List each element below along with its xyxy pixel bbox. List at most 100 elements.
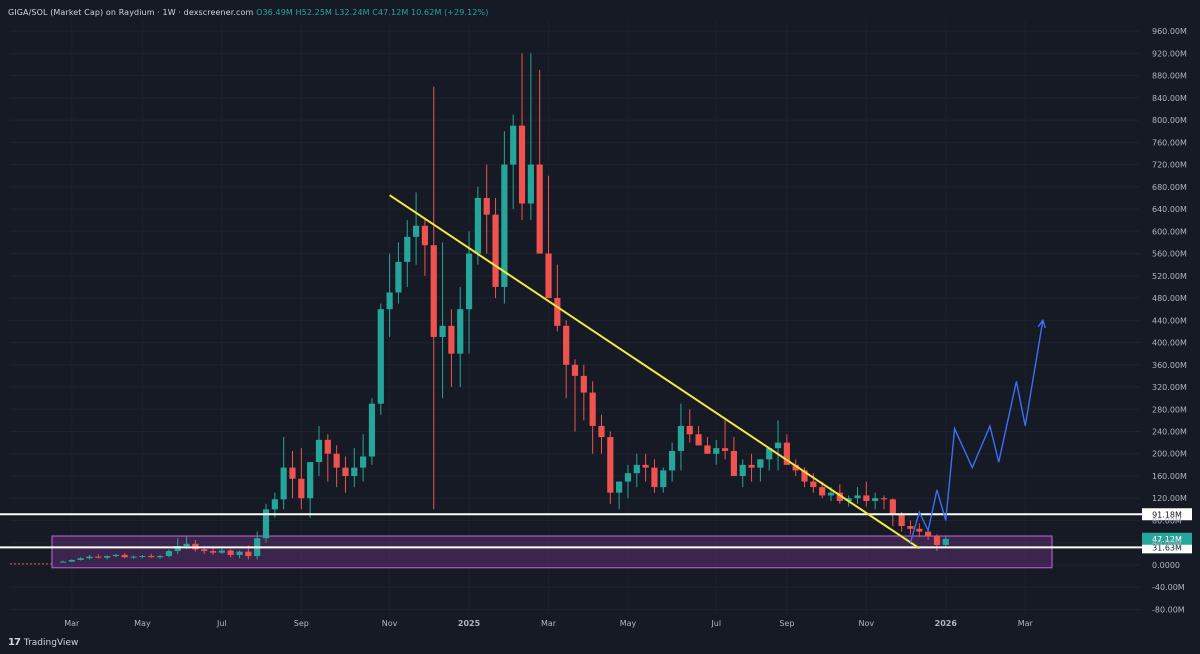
candle-body <box>651 467 658 488</box>
candle-body <box>59 561 67 563</box>
level-label: 91.18M <box>1152 510 1182 519</box>
candle-body <box>457 309 464 354</box>
x-tick-label: Nov <box>382 619 398 628</box>
candle-body <box>942 538 949 545</box>
candle-body <box>669 450 676 471</box>
candle-body <box>280 467 287 500</box>
candle-body <box>315 439 323 463</box>
time-axis[interactable]: Mar May Jul Sep Nov 2025 Mar May Jul Sep Nov 2026 Ma… <box>64 619 1033 628</box>
candle-body <box>386 292 393 310</box>
candle-body <box>616 481 623 493</box>
candle-body <box>209 551 217 553</box>
candle-body <box>201 549 208 552</box>
x-tick-label: Mar <box>1018 619 1034 628</box>
ohlc-readout: O36.49M H52.25M L32.24M C47.12M 10.62M (… <box>256 8 489 17</box>
candle-body <box>774 442 782 449</box>
candle-body <box>827 492 835 496</box>
candle-body <box>571 364 579 376</box>
x-tick-label: May <box>620 619 637 628</box>
candle-body <box>801 470 808 482</box>
candle-body <box>545 253 552 299</box>
candle-body <box>845 498 852 502</box>
candle-body <box>721 448 729 451</box>
candle-body <box>580 375 587 393</box>
x-tick-label: Jul <box>710 619 721 628</box>
support-zone-layer <box>10 535 1053 569</box>
chart-header: GIGA/SOL (Market Cap) on Raydium · 1W · … <box>8 8 488 17</box>
x-tick-label: Sep <box>779 619 794 628</box>
candle-body <box>686 425 693 435</box>
candle-body <box>86 556 93 559</box>
y-tick-label: 520.00M <box>1152 272 1187 281</box>
candle-body <box>510 125 517 165</box>
candle-body <box>139 556 146 558</box>
descending-trendline <box>389 194 920 550</box>
candle-body <box>112 554 120 557</box>
candle-body <box>183 543 190 547</box>
candle-body <box>395 261 402 293</box>
x-tick-label: Mar <box>64 619 80 628</box>
candle-body <box>872 498 879 502</box>
tradingview-logo[interactable]: 17 TradingView <box>8 637 78 648</box>
candle-body <box>439 325 446 337</box>
candle-body <box>677 425 685 451</box>
candle-body <box>368 403 376 457</box>
y-tick-label: 800.00M <box>1152 116 1187 125</box>
candle-body <box>227 550 234 555</box>
tv-logo-icon: 17 <box>8 637 21 648</box>
candle-body <box>624 473 632 482</box>
candle-body <box>236 551 243 555</box>
candle-body <box>156 556 164 558</box>
candle-body <box>104 556 111 558</box>
x-tick-label: 2025 <box>458 619 481 628</box>
candle-body <box>527 164 534 204</box>
brand-name: TradingView <box>23 637 79 648</box>
y-tick-label: 40.00M <box>1152 539 1182 548</box>
candle-body <box>792 464 799 471</box>
candle-body <box>713 448 720 454</box>
level-tag <box>1142 508 1192 521</box>
projection-layer <box>909 318 1046 543</box>
candle-body <box>819 487 826 496</box>
projection-arrowhead <box>1037 318 1046 329</box>
y-tick-label: -80.00M <box>1152 605 1185 614</box>
y-tick-label: 680.00M <box>1152 183 1187 192</box>
candle-body <box>704 445 711 454</box>
candle-body <box>174 546 181 552</box>
candle-body <box>554 298 561 326</box>
candles-layer <box>59 53 949 563</box>
candle-body <box>854 495 861 499</box>
candle-body <box>68 559 75 562</box>
candle-body <box>218 550 225 553</box>
candle-body <box>907 526 914 529</box>
candle-body <box>730 450 737 476</box>
candle-body <box>783 442 790 465</box>
trendline-layer <box>389 194 920 550</box>
candle-body <box>880 498 888 500</box>
current-price-tag <box>1142 532 1192 545</box>
candle-body <box>933 536 941 545</box>
current-price-label: 47.12M <box>1152 535 1182 544</box>
y-tick-label: 0.0000 <box>1152 561 1180 570</box>
candle-body <box>333 453 340 468</box>
y-tick-label: 400.00M <box>1152 339 1187 348</box>
candle-body <box>448 325 455 354</box>
support-zone <box>51 535 1053 569</box>
candle-body <box>271 499 278 510</box>
candle-body <box>501 164 508 287</box>
candle-body <box>660 470 667 488</box>
price-axis[interactable]: 960.00M 920.00M 880.00M 840.00M 800.00M 760.0… <box>1152 27 1187 614</box>
x-tick-label: 2026 <box>935 619 958 628</box>
candle-body <box>360 456 367 468</box>
candle-body <box>598 425 605 438</box>
symbol-title[interactable]: GIGA/SOL (Market Cap) on Raydium · 1W · … <box>8 8 254 17</box>
x-tick-label: May <box>134 619 151 628</box>
candle-body <box>289 467 296 479</box>
candle-body <box>165 551 172 557</box>
y-tick-label: 560.00M <box>1152 250 1187 259</box>
y-tick-label: 440.00M <box>1152 316 1187 325</box>
candle-body <box>430 245 437 337</box>
candle-body <box>474 197 481 254</box>
